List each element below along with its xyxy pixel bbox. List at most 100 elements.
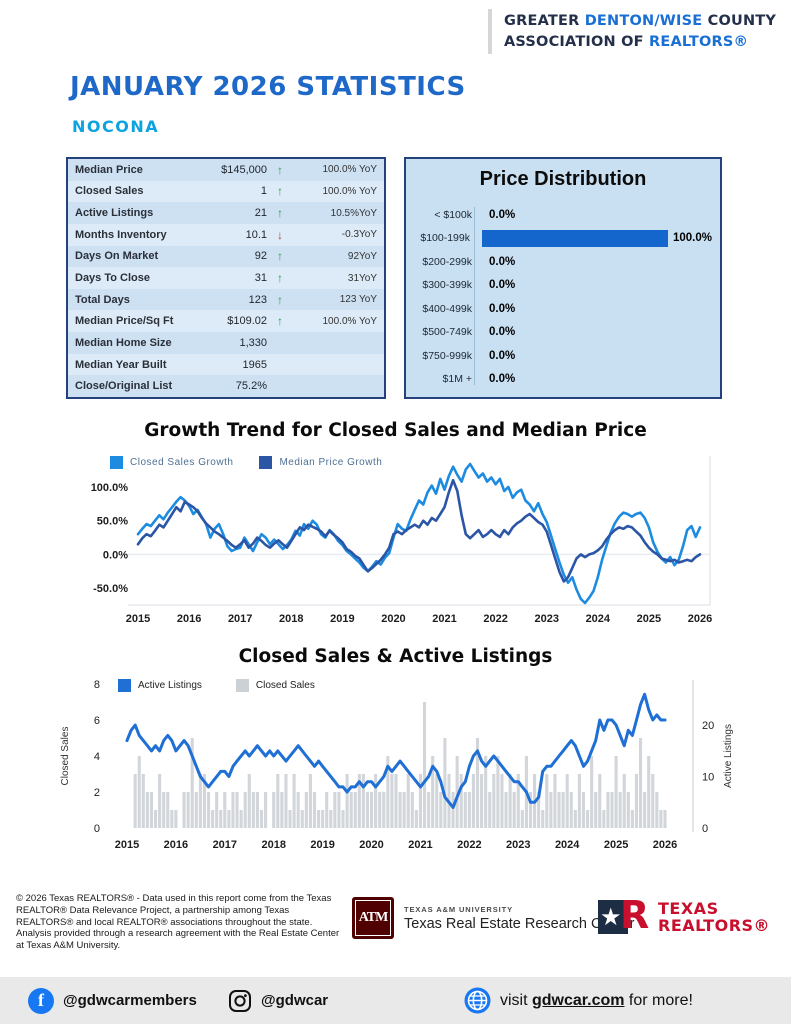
svg-text:2024: 2024 xyxy=(555,839,580,851)
stat-yoy: 123 YoY xyxy=(339,294,377,306)
stat-label: Active Listings xyxy=(75,207,154,220)
svg-text:20: 20 xyxy=(702,720,714,732)
city-name: NOCONA xyxy=(72,117,160,136)
price-value: 0.0% xyxy=(489,279,516,292)
stat-value: 10.1 xyxy=(245,228,267,241)
legend-label: Median Price Growth xyxy=(279,457,383,468)
svg-text:2024: 2024 xyxy=(586,613,611,625)
price-range-label: $500-749k xyxy=(422,326,472,339)
up-arrow-icon: ↑ xyxy=(277,184,283,199)
svg-text:2021: 2021 xyxy=(432,613,456,625)
table-row: Close/Original List 75.2% xyxy=(68,375,384,398)
table-row: Active Listings 21 ↑ 10.5%YoY xyxy=(68,202,384,224)
price-range-label: $100-199k xyxy=(420,232,470,245)
facebook-link[interactable]: f @gdwcarmembers xyxy=(28,977,197,1024)
stat-label: Median Price xyxy=(75,163,143,176)
header-divider xyxy=(488,9,492,54)
stats-table: Median Price $145,000 ↑ 100.0% YoY Closed Sa… xyxy=(66,157,386,399)
stat-label: Median Home Size xyxy=(75,336,172,349)
svg-text:2015: 2015 xyxy=(115,839,139,851)
stat-yoy: 100.0% YoY xyxy=(322,185,378,197)
stat-value: 92 xyxy=(254,250,267,263)
svg-text:2019: 2019 xyxy=(310,839,334,851)
table-row: Median Home Size 1,330 xyxy=(68,332,384,354)
price-dist-row: $200-299k 0.0% xyxy=(414,250,712,274)
stat-yoy: 92YoY xyxy=(347,250,377,262)
svg-text:2: 2 xyxy=(94,787,100,799)
r-letter: R xyxy=(620,893,650,937)
stat-yoy: 100.0% YoY xyxy=(322,315,378,327)
stat-value: 1965 xyxy=(242,358,267,371)
table-row: Closed Sales 1 ↑ 100.0% YoY xyxy=(68,180,384,203)
svg-text:4: 4 xyxy=(94,751,100,763)
price-bar-area: 0.0% xyxy=(484,253,712,270)
tamu-center-label: Texas Real Estate Research Center xyxy=(404,915,635,932)
price-value: 0.0% xyxy=(489,255,516,268)
price-bar-area: 0.0% xyxy=(484,300,712,317)
stat-label: Median Price/Sq Ft xyxy=(75,315,174,328)
svg-text:2019: 2019 xyxy=(330,613,354,625)
stat-label: Total Days xyxy=(75,293,130,306)
up-arrow-icon: ↑ xyxy=(277,249,283,264)
website-url[interactable]: gdwcar.com xyxy=(532,991,625,1009)
price-dist-row: $100-199k 100.0% xyxy=(414,227,712,251)
svg-text:2016: 2016 xyxy=(164,839,188,851)
price-dist-row: $500-749k 0.0% xyxy=(414,321,712,345)
table-row: Median Price/Sq Ft $109.02 ↑ 100.0% YoY xyxy=(68,310,384,333)
table-row: Median Price $145,000 ↑ 100.0% YoY xyxy=(68,159,384,181)
legend-label: Active Listings xyxy=(138,680,202,691)
growth-chart-legend: Closed Sales Growth Median Price Growth xyxy=(110,456,382,469)
visit-text: visit gdwcar.com for more! xyxy=(500,991,693,1009)
texas-realtors-logo: ★ R TEXAS REALTORS® xyxy=(598,893,770,937)
tamu-university-label: TEXAS A&M UNIVERSITY xyxy=(404,904,513,914)
instagram-handle: @gdwcar xyxy=(261,992,329,1009)
price-bar-area: 0.0% xyxy=(484,277,712,294)
svg-text:0.0%: 0.0% xyxy=(103,549,128,561)
table-row: Days To Close 31 ↑ 31YoY xyxy=(68,267,384,289)
stat-value: $109.02 xyxy=(227,315,267,328)
svg-text:Active Listings: Active Listings xyxy=(723,724,734,788)
up-arrow-icon: ↑ xyxy=(277,314,283,329)
legend-label: Closed Sales xyxy=(255,680,315,691)
facebook-icon: f xyxy=(28,987,54,1014)
svg-text:2018: 2018 xyxy=(261,839,285,851)
website-link[interactable]: visit gdwcar.com for more! xyxy=(464,977,693,1024)
price-value: 0.0% xyxy=(489,302,516,315)
price-bar-area: 0.0% xyxy=(484,324,712,341)
svg-text:2020: 2020 xyxy=(359,839,383,851)
table-row: Days On Market 92 ↑ 92YoY xyxy=(68,245,384,268)
price-range-label: $200-299k xyxy=(422,255,472,268)
svg-text:-50.0%: -50.0% xyxy=(93,583,128,595)
price-dist-row: $750-999k 0.0% xyxy=(414,344,712,368)
stat-value: 1 xyxy=(260,185,267,198)
table-row: Total Days 123 ↑ 123 YoY xyxy=(68,288,384,311)
price-bar-area: 0.0% xyxy=(484,347,712,364)
price-dist-row: $1M + 0.0% xyxy=(414,368,712,392)
sales-listings-chart: 0 2 4 6 8 0 10 20 2015 2016 2017 2018 2019 2020 2021 20… xyxy=(60,679,734,851)
globe-icon xyxy=(464,987,491,1014)
price-bar-area: 100.0% xyxy=(481,229,712,247)
stat-label: Close/Original List xyxy=(75,380,173,393)
price-distribution-rows: < $100k 0.0% $100-199k 100.0% $200-299k 0.0% $… xyxy=(414,203,712,391)
flag-shape xyxy=(598,900,628,934)
stat-yoy: 100.0% YoY xyxy=(322,164,378,176)
texas-realtors-text: TEXAS REALTORS® xyxy=(658,900,770,934)
instagram-icon xyxy=(229,989,251,1012)
legend-closed-sales-growth: Closed Sales Growth xyxy=(110,456,233,469)
growth-chart-title: Growth Trend for Closed Sales and Median… xyxy=(144,420,647,441)
up-arrow-icon: ↑ xyxy=(277,206,283,221)
svg-text:100.0%: 100.0% xyxy=(91,482,129,494)
instagram-link[interactable]: @gdwcar xyxy=(228,977,328,1024)
stat-value: 75.2% xyxy=(235,380,267,393)
active-listings-swatch-icon xyxy=(118,679,131,692)
table-row: Median Year Built 1965 xyxy=(68,353,384,376)
association-logo-line2: ASSOCIATION OF REALTORS® xyxy=(504,34,749,50)
svg-text:2025: 2025 xyxy=(604,839,628,851)
social-footer-bar: f @gdwcarmembers @gdwcar visit gdwcar.co… xyxy=(0,977,791,1024)
svg-text:50.0%: 50.0% xyxy=(97,516,128,528)
price-dist-row: $400-499k 0.0% xyxy=(414,297,712,321)
price-bar xyxy=(481,229,668,247)
svg-text:2021: 2021 xyxy=(408,839,432,851)
page-title: JANUARY 2026 STATISTICS xyxy=(70,72,466,102)
